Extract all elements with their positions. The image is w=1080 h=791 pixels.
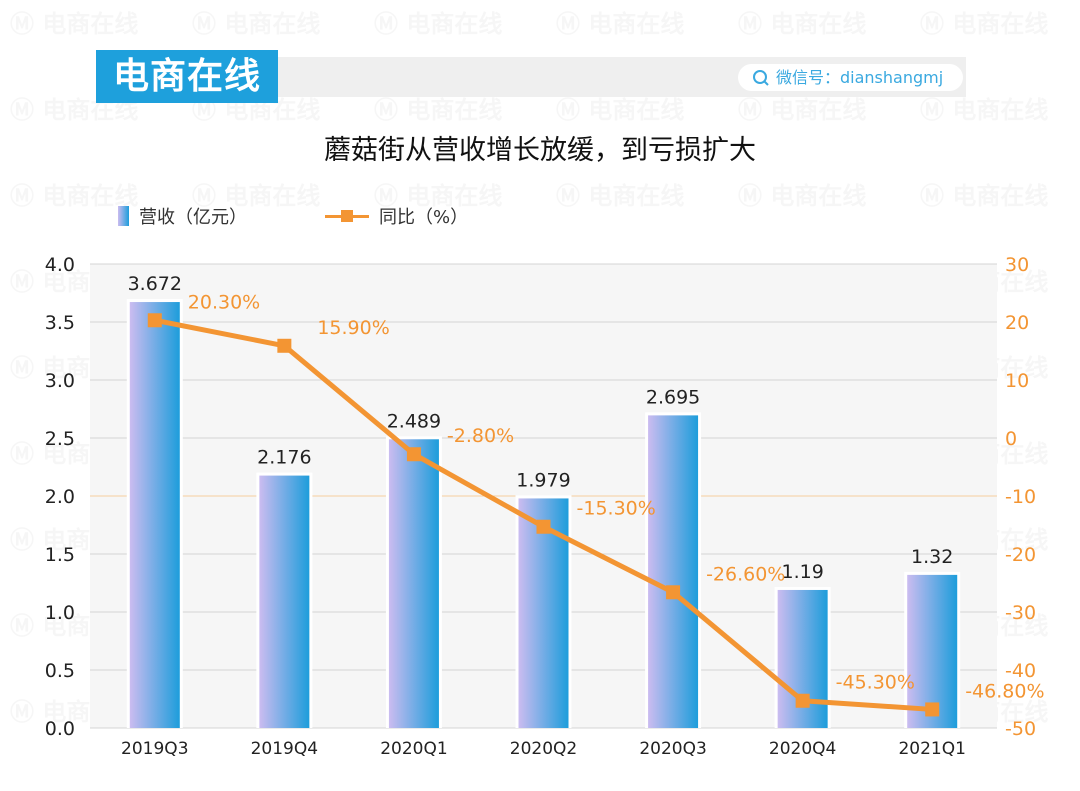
yoy-value-label: -26.60% [706,563,785,585]
left-tick-label: 4.0 [45,254,75,276]
yoy-marker [277,338,292,353]
yoy-marker [147,313,162,328]
right-tick-label: 20 [1005,312,1029,334]
wechat-id-badge: 微信号：dianshangmj [738,64,963,91]
brand-logo: 电商在线 [96,50,278,103]
legend-revenue-label: 营收（亿元） [139,207,247,228]
legend-yoy-label: 同比（%） [379,207,469,228]
x-tick-label: 2020Q2 [510,739,577,759]
bar-value-label: 2.176 [257,447,311,469]
right-tick-label: 0 [1005,428,1017,450]
x-tick-label: 2020Q3 [639,739,706,759]
search-icon [753,69,769,86]
bar-value-label: 1.19 [781,561,823,583]
chart-title: 蘑菇街从营收增长放缓，到亏损扩大 [324,135,756,166]
bar-value-label: 3.672 [128,273,182,295]
x-tick-label: 2020Q1 [380,739,447,759]
bar-value-label: 1.979 [516,469,570,491]
left-tick-label: 2.5 [45,428,75,450]
yoy-value-label: -46.80% [965,680,1044,702]
bar-value-label: 2.695 [646,386,700,408]
right-tick-label: -20 [1005,544,1036,566]
left-tick-label: 0.5 [45,660,75,682]
left-tick-label: 0.0 [45,718,75,740]
bar-value-label: 2.489 [387,410,441,432]
wechat-id-text: 微信号：dianshangmj [776,68,944,87]
left-tick-label: 1.0 [45,602,75,624]
yoy-marker [666,585,681,600]
legend: 营收（亿元） 同比（%） [118,203,468,229]
bar [648,415,699,728]
x-tick-label: 2019Q4 [251,739,318,759]
bar [388,439,439,728]
yoy-marker [536,519,551,534]
left-tick-label: 2.0 [45,486,75,508]
legend-line-swatch [325,209,369,222]
bar-value-label: 1.32 [911,546,953,568]
left-tick-label: 3.0 [45,370,75,392]
right-tick-label: -30 [1005,602,1036,624]
yoy-marker [406,447,421,462]
yoy-value-label: -15.30% [577,498,656,520]
right-tick-label: -40 [1005,660,1036,682]
yoy-value-label: 20.30% [188,291,260,313]
bar [129,302,180,728]
right-tick-label: -50 [1005,718,1036,740]
left-tick-label: 1.5 [45,544,75,566]
right-tick-label: 10 [1005,370,1029,392]
x-tick-label: 2019Q3 [121,739,188,759]
yoy-value-label: 15.90% [317,317,389,339]
yoy-marker [925,702,940,717]
right-tick-label: 30 [1005,254,1029,276]
right-tick-label: -10 [1005,486,1036,508]
bar [259,475,310,728]
legend-bar-swatch [118,206,129,226]
x-tick-label: 2020Q4 [769,739,836,759]
x-tick-label: 2021Q1 [898,739,965,759]
left-tick-label: 3.5 [45,312,75,334]
yoy-value-label: -45.30% [836,672,915,694]
yoy-value-label: -2.80% [447,425,514,447]
yoy-marker [795,693,810,708]
